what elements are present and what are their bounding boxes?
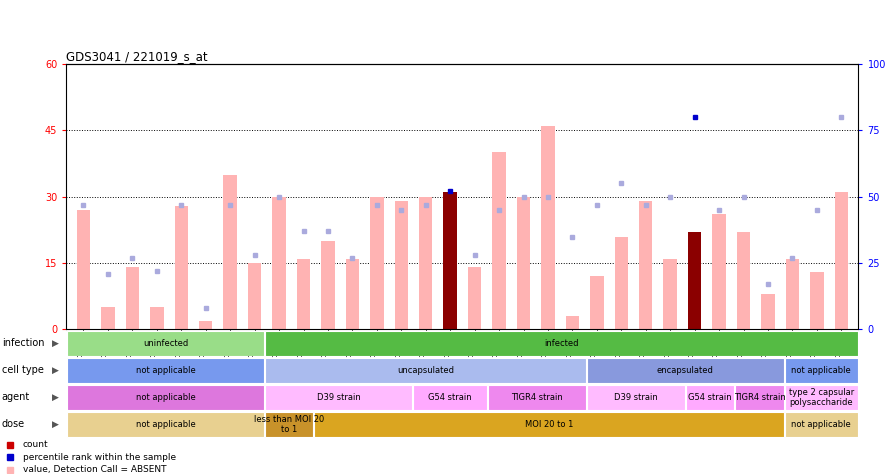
Bar (468, 267, 481, 329)
Text: D39 strain: D39 strain (614, 393, 658, 401)
Bar (761, 294, 774, 329)
Bar (786, 259, 799, 329)
Text: infected: infected (544, 339, 579, 347)
Text: GDS3041 / 221019_s_at: GDS3041 / 221019_s_at (66, 50, 208, 63)
Bar (321, 241, 335, 329)
Bar (785, 412, 858, 437)
Text: value, Detection Call = ABSENT: value, Detection Call = ABSENT (23, 465, 166, 474)
Text: uninfected: uninfected (142, 339, 188, 347)
Text: count: count (23, 440, 49, 449)
Text: not applicable: not applicable (135, 366, 196, 374)
Bar (248, 263, 261, 329)
Bar (199, 320, 212, 329)
Bar (712, 214, 726, 329)
Bar (395, 201, 408, 329)
Bar (488, 385, 586, 410)
Text: ▶: ▶ (52, 393, 59, 401)
Bar (735, 385, 784, 410)
Bar (587, 358, 784, 383)
Bar (566, 316, 579, 329)
Text: G54 strain: G54 strain (428, 393, 472, 401)
Bar (265, 358, 586, 383)
Bar (126, 267, 139, 329)
Bar (419, 197, 433, 329)
Bar (67, 358, 264, 383)
Text: percentile rank within the sample: percentile rank within the sample (23, 453, 176, 462)
Bar (346, 259, 359, 329)
Bar (614, 237, 628, 329)
Text: not applicable: not applicable (791, 366, 851, 374)
Bar (835, 192, 848, 329)
Bar (413, 385, 487, 410)
Bar (67, 385, 264, 410)
Bar (639, 201, 652, 329)
Bar (785, 385, 858, 410)
Bar (688, 232, 702, 329)
Text: not applicable: not applicable (135, 420, 196, 428)
Text: type 2 capsular
polysaccharide: type 2 capsular polysaccharide (789, 388, 854, 407)
Bar (265, 331, 858, 356)
Text: cell type: cell type (2, 365, 43, 375)
Bar (273, 197, 286, 329)
Bar (443, 192, 457, 329)
Bar (296, 259, 311, 329)
Text: TIGR4 strain: TIGR4 strain (734, 393, 785, 401)
Bar (223, 174, 237, 329)
Bar (587, 385, 685, 410)
Text: less than MOI 20
to 1: less than MOI 20 to 1 (254, 415, 324, 434)
Text: infection: infection (2, 338, 44, 348)
Bar (664, 259, 677, 329)
Bar (590, 276, 604, 329)
Text: dose: dose (2, 419, 25, 429)
Bar (67, 331, 264, 356)
Bar (314, 412, 784, 437)
Bar (785, 358, 858, 383)
Text: D39 strain: D39 strain (317, 393, 360, 401)
Text: agent: agent (2, 392, 30, 402)
Bar (737, 232, 750, 329)
Bar (370, 197, 383, 329)
Text: ▶: ▶ (52, 420, 59, 428)
Bar (492, 153, 506, 329)
Bar (810, 272, 824, 329)
Bar (517, 197, 530, 329)
Text: MOI 20 to 1: MOI 20 to 1 (525, 420, 573, 428)
Bar (174, 206, 188, 329)
Bar (542, 126, 555, 329)
Text: not applicable: not applicable (791, 420, 851, 428)
Text: not applicable: not applicable (135, 393, 196, 401)
Text: ▶: ▶ (52, 339, 59, 347)
Text: uncapsulated: uncapsulated (396, 366, 454, 374)
Bar (67, 412, 264, 437)
Text: encapsulated: encapsulated (657, 366, 713, 374)
Bar (101, 307, 115, 329)
Bar (150, 307, 164, 329)
Bar (265, 385, 412, 410)
Text: ▶: ▶ (52, 366, 59, 374)
Bar (686, 385, 735, 410)
Bar (77, 210, 90, 329)
Text: TIGR4 strain: TIGR4 strain (511, 393, 563, 401)
Bar (265, 412, 313, 437)
Text: G54 strain: G54 strain (689, 393, 732, 401)
